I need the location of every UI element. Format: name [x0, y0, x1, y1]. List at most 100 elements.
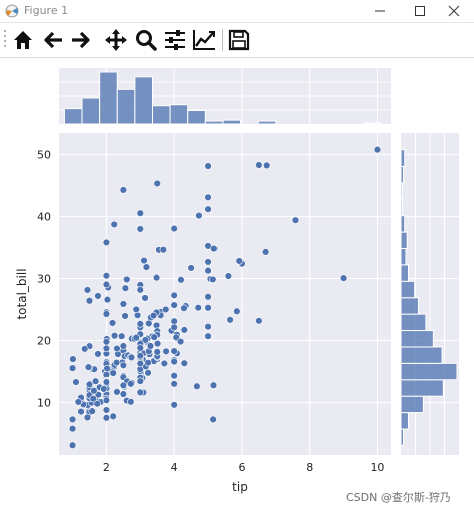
maximize-icon [415, 6, 425, 16]
scatter-point [113, 388, 121, 396]
total-bill-histogram-bar [400, 379, 444, 397]
scatter-point [127, 380, 135, 388]
scatter-point [141, 294, 149, 302]
scatter-point [152, 273, 161, 282]
scatter-point [117, 332, 126, 340]
tip-histogram-bar [152, 105, 171, 125]
y-tick-label: 40 [37, 211, 51, 224]
x-axis-label: tip [232, 480, 248, 494]
scatter-point [102, 271, 111, 280]
configure-subplots-button[interactable] [163, 28, 187, 52]
back-button[interactable] [41, 28, 65, 52]
y-tick-label: 30 [37, 273, 51, 286]
scatter-point [204, 293, 212, 301]
scatter-point [81, 345, 89, 353]
scatter-point [89, 395, 97, 403]
scatter-point [136, 388, 145, 397]
total-bill-histogram-bar [400, 412, 409, 430]
scatter-point [119, 390, 128, 398]
minimize-button[interactable] [362, 0, 398, 22]
scatter-point [162, 305, 170, 314]
scatter-point [209, 275, 217, 284]
scatter-point [141, 336, 150, 344]
scatter-point [170, 291, 178, 300]
close-icon [448, 5, 460, 17]
scatter-point [204, 258, 212, 266]
x-tick-label: 4 [171, 461, 178, 474]
forward-arrow-icon [72, 31, 90, 49]
scatter-point [144, 359, 152, 367]
total-bill-histogram-bar [400, 264, 409, 282]
scatter-point [204, 332, 212, 340]
maximize-button[interactable] [402, 0, 438, 22]
scatter-point [102, 344, 111, 353]
scatter-point [119, 300, 128, 308]
scatter-point [119, 381, 128, 390]
scatter-point [132, 305, 140, 314]
scatter-point [90, 387, 98, 395]
tip-histogram-bar [187, 110, 206, 125]
tip-histogram-bar [81, 97, 101, 125]
scatter-point [233, 307, 241, 315]
scatter-point [170, 357, 178, 366]
joint-plot: 2 4 6 8 10 10 20 30 40 50 tip total_bill [15, 68, 459, 494]
scatter-point [132, 333, 140, 342]
tip-histogram-bar [169, 104, 189, 125]
scatter-point [144, 369, 152, 377]
total-bill-histogram-bar [400, 182, 403, 200]
scatter-point [84, 363, 93, 371]
scatter-point [209, 415, 217, 424]
scatter-point [170, 401, 178, 409]
scatter-point [110, 332, 119, 340]
navigation-toolbar [0, 23, 474, 58]
scatter-point [83, 286, 92, 294]
scatter-point [180, 326, 189, 334]
y-tick-label: 50 [37, 149, 51, 162]
scatter-point [102, 338, 111, 346]
save-button[interactable] [227, 28, 251, 52]
y-tick-label: 10 [37, 396, 51, 409]
scatter-point [102, 238, 111, 247]
total-bill-histogram-bar [400, 198, 403, 217]
tip-histogram-bar [257, 120, 277, 125]
scatter-point [170, 323, 178, 332]
tip-histogram-bar [99, 71, 118, 125]
tip-histogram-bar [116, 88, 136, 125]
forward-button[interactable] [69, 28, 93, 52]
scatter-point [142, 263, 151, 271]
scatter-point [187, 264, 195, 272]
zoom-button[interactable] [134, 28, 158, 52]
scatter-point [160, 359, 169, 368]
scatter-point [204, 304, 212, 312]
scatter-point [119, 361, 128, 370]
scatter-point [170, 301, 178, 309]
scatter-point [136, 209, 145, 217]
edit-axis-button[interactable] [192, 28, 216, 52]
matplotlib-app-icon [5, 4, 19, 18]
close-button[interactable] [436, 0, 472, 22]
scatter-point [102, 406, 111, 414]
tip-histogram-bar [222, 119, 242, 125]
scatter-point [262, 161, 271, 170]
y-axis-label: total_bill [15, 268, 29, 319]
home-icon [14, 31, 32, 49]
figure-canvas[interactable]: 2 4 6 8 10 10 20 30 40 50 tip total_bill [0, 58, 474, 507]
scatter-point [145, 319, 153, 328]
scatter-point [72, 378, 80, 386]
zoom-magnifier-icon [136, 30, 157, 51]
total-bill-histogram-bar [400, 330, 434, 348]
scatter-point [226, 316, 234, 324]
pan-button[interactable] [104, 28, 128, 52]
scatter-point [176, 337, 185, 346]
scatter-point [261, 248, 270, 256]
scatter-point [159, 246, 168, 254]
save-floppy-icon [228, 29, 250, 51]
scatter-point [180, 359, 189, 367]
toolbar-separator [222, 29, 223, 51]
scatter-point [112, 358, 121, 367]
scatter-point [83, 413, 92, 422]
home-button[interactable] [11, 28, 35, 52]
scatter-point [136, 320, 145, 328]
csdn-watermark: CSDN @查尔斯-狩乃 [346, 489, 451, 505]
scatter-point [195, 211, 203, 220]
